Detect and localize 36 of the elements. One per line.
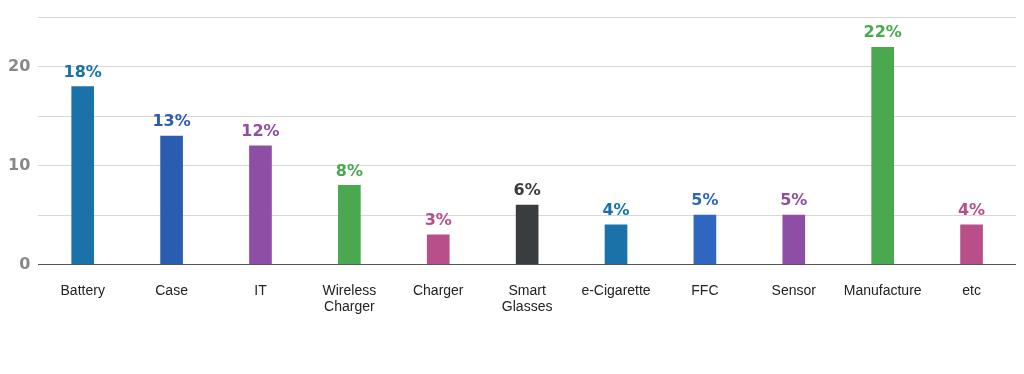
x-tick-label: Smart Glasses	[501, 281, 553, 315]
bar	[871, 46, 894, 265]
data-label: 13%	[152, 111, 191, 131]
data-label: 4%	[602, 200, 630, 220]
data-label: 22%	[863, 22, 902, 42]
x-tick-label: etc	[962, 281, 981, 298]
x-tick-label: Sensor	[771, 281, 817, 298]
y-tick-label: 10	[8, 154, 31, 174]
data-label: 8%	[335, 160, 363, 180]
data-label: 12%	[241, 121, 280, 141]
bar	[782, 214, 806, 265]
data-label: 3%	[424, 209, 452, 229]
x-tick-label: Wireless Charger	[322, 281, 377, 315]
y-tick-label: 0	[19, 253, 31, 273]
x-tick-label: Manufacture	[843, 281, 922, 298]
bar	[426, 234, 450, 265]
bar	[693, 214, 717, 265]
bar	[960, 224, 983, 265]
x-tick-label: e-Cigarette	[581, 281, 651, 298]
data-label: 18%	[63, 61, 102, 81]
x-tick-label: FFC	[691, 281, 719, 298]
data-label: 4%	[957, 200, 986, 220]
data-label: 5%	[780, 190, 808, 210]
bar	[515, 204, 539, 265]
data-label: 5%	[691, 190, 719, 210]
bar	[160, 135, 183, 265]
bar	[71, 86, 95, 265]
bar	[249, 145, 272, 265]
x-tick-label: Charger	[412, 281, 464, 298]
bar	[604, 224, 628, 265]
x-tick-label: IT	[254, 281, 268, 298]
data-label: 6%	[513, 180, 541, 200]
bar	[338, 185, 361, 265]
x-tick-label: Case	[155, 281, 189, 298]
x-tick-label: Battery	[60, 281, 105, 298]
y-tick-label: 20	[8, 56, 31, 76]
